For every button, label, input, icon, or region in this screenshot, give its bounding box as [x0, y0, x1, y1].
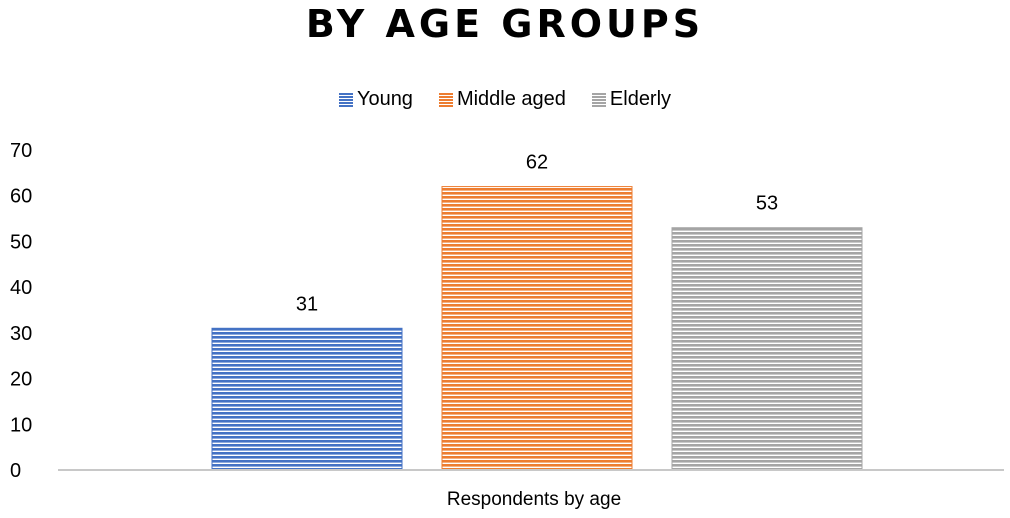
- bar-middle-aged: [441, 186, 633, 471]
- legend-label-elderly: Elderly: [609, 88, 672, 110]
- y-tick-label: 40: [10, 277, 32, 299]
- legend: Young Middle aged Elderly: [0, 88, 1010, 111]
- legend-swatch-young: [338, 92, 353, 107]
- y-tick-label: 20: [10, 369, 32, 391]
- x-category-label: Respondents by age: [447, 489, 621, 510]
- y-tick-label: 10: [10, 414, 32, 436]
- y-axis: 0 10 20 30 40 50 60 70: [10, 140, 32, 482]
- bar-young: [211, 327, 403, 471]
- legend-label-middle-aged: Middle aged: [456, 88, 566, 110]
- bars: 31 62 53: [211, 152, 863, 471]
- y-tick-label: 50: [10, 231, 32, 253]
- legend-item-elderly: Elderly: [591, 88, 672, 111]
- data-label-young: 31: [296, 293, 318, 315]
- legend-item-young: Young: [338, 88, 413, 111]
- y-tick-label: 60: [10, 186, 32, 208]
- data-label-elderly: 53: [756, 193, 778, 215]
- y-tick-label: 30: [10, 323, 32, 345]
- data-label-middle-aged: 62: [526, 152, 548, 174]
- legend-swatch-middle-aged: [438, 92, 453, 107]
- chart-title: BY AGE GROUPS: [305, 2, 705, 46]
- bar-elderly: [671, 227, 863, 471]
- legend-item-middle-aged: Middle aged: [438, 88, 566, 111]
- y-tick-label: 70: [10, 140, 32, 162]
- legend-swatch-elderly: [591, 92, 606, 107]
- legend-label-young: Young: [356, 88, 413, 110]
- y-tick-label: 0: [10, 460, 21, 482]
